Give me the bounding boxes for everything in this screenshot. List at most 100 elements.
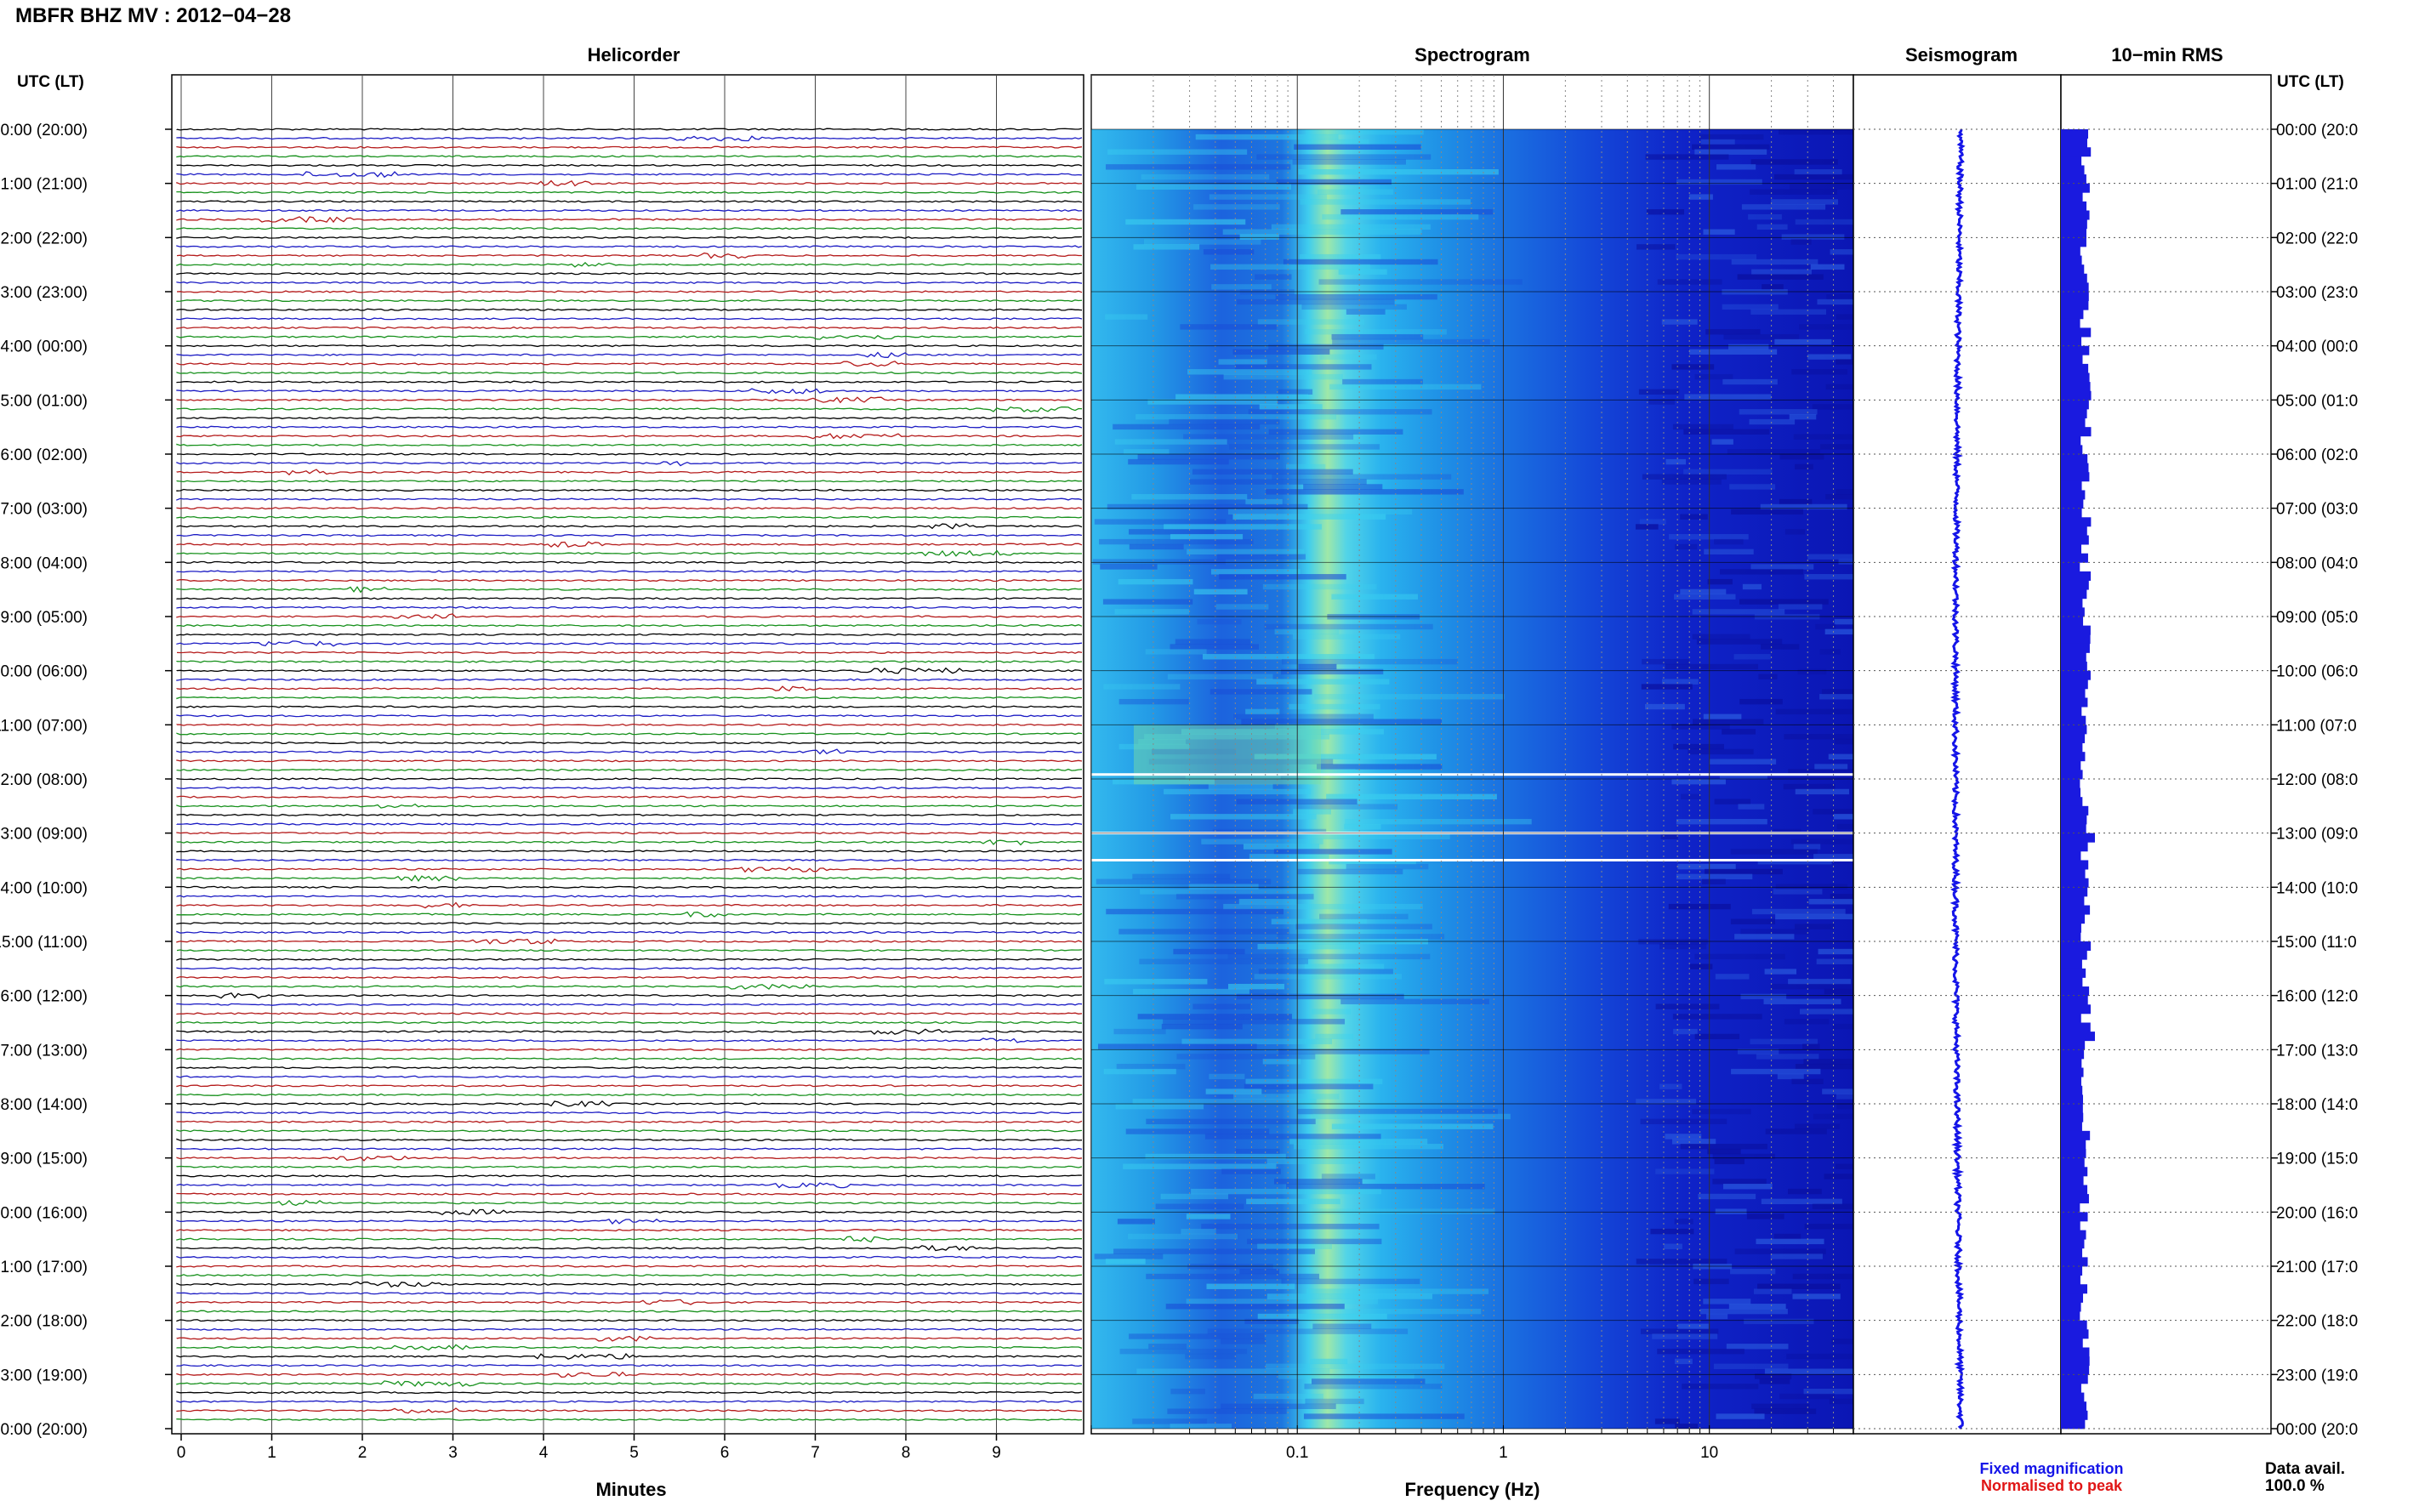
spectrogram-cell: [1181, 729, 1385, 735]
spectrogram-cell: [1753, 1288, 1792, 1294]
helicorder-trace: [176, 1364, 1083, 1367]
spectrogram-cell: [1722, 1184, 1773, 1190]
spectrogram-cell: [1779, 498, 1813, 505]
spectrogram-cell: [1790, 184, 1853, 190]
spectrogram-cell: [1759, 1378, 1790, 1384]
spectrogram-cell: [1824, 988, 1853, 995]
spectrogram-cell: [1102, 599, 1193, 605]
time-label-right: 16:00 (12:0: [2276, 988, 2358, 1006]
spectrogram-cell: [1331, 594, 1418, 600]
spectrogram-cell: [1332, 338, 1490, 345]
time-label-left: 01:00 (21:00): [0, 176, 88, 194]
helicorder-trace: [176, 406, 1083, 412]
spectrogram-cell: [1673, 743, 1724, 750]
helicorder-trace: [176, 507, 1083, 510]
spectrogram-cell: [1163, 1019, 1346, 1025]
helicorder-trace: [176, 1129, 1083, 1133]
spectrogram-cell: [1803, 1388, 1853, 1395]
helicorder-trace: [176, 523, 1083, 530]
helicorder-trace: [176, 867, 1083, 873]
rms-bar: [2061, 1374, 2088, 1384]
spectrogram-cell: [1762, 284, 1784, 290]
helicorder-trace: [176, 1310, 1083, 1313]
spectrogram-cell: [1286, 1184, 1485, 1190]
spectrogram-cell: [1750, 189, 1837, 195]
helicorder-trace: [176, 1075, 1083, 1078]
helicorder-trace: [176, 813, 1083, 816]
rms-bar: [2061, 480, 2082, 491]
spectrogram-cell: [1644, 703, 1685, 710]
spectrogram-cell: [1730, 1268, 1776, 1275]
spectrogram-cell: [1273, 849, 1392, 855]
spectrogram-cell: [1640, 1118, 1727, 1125]
rms-bar: [2061, 282, 2089, 293]
spectrogram-cell: [1680, 793, 1701, 800]
spectrogram-cell: [1183, 434, 1354, 440]
rms-bar: [2061, 1275, 2080, 1285]
spectrogram-cell: [1672, 1014, 1762, 1020]
helicorder-trace: [176, 245, 1083, 248]
helicorder-trace: [176, 298, 1083, 303]
helicorder-trace: [176, 911, 1083, 918]
helicorder-trace: [176, 1037, 1082, 1043]
time-label-left: 23:00 (19:00): [0, 1367, 88, 1384]
spectrogram-cell: [1740, 993, 1787, 1000]
spectrogram-cell: [1707, 1148, 1741, 1155]
data-avail-value: 100.0 %: [2265, 1477, 2325, 1495]
spectrogram-cell: [1704, 549, 1754, 555]
spectrogram-cell: [1133, 988, 1249, 995]
spectrogram-cell: [1792, 1273, 1853, 1280]
rms-bar: [2061, 327, 2092, 338]
rms-bar: [2061, 598, 2083, 608]
rms-bar: [2061, 255, 2082, 265]
spectrogram-cell: [1119, 1348, 1248, 1355]
rms-bar: [2061, 617, 2084, 627]
spectrogram-cell: [1642, 474, 1727, 480]
time-label-left: 19:00 (15:00): [0, 1151, 88, 1168]
helicorder-trace: [176, 1236, 1083, 1243]
spectrogram-cell: [1791, 369, 1847, 375]
helicorder-trace: [176, 1352, 1083, 1360]
helicorder-trace: [176, 1390, 1083, 1395]
spectrogram-cell: [1714, 1158, 1745, 1165]
rms-bar: [2061, 165, 2085, 175]
spectrogram-cell: [1301, 304, 1407, 310]
time-label-left: 00:00 (20:00): [0, 122, 88, 139]
spectrogram-cell: [1797, 668, 1827, 675]
spectrogram-cell: [1296, 868, 1403, 875]
spectrogram-cell: [1281, 658, 1458, 665]
spectrogram-cell: [1804, 574, 1853, 580]
spectrogram-cell: [1300, 199, 1471, 205]
spectrogram-cell: [1829, 1398, 1853, 1405]
spectrogram-cell: [1742, 583, 1762, 590]
spectrogram-cell: [1684, 394, 1772, 400]
rms-bar: [2061, 1230, 2086, 1240]
spectrogram-cell: [1131, 494, 1248, 500]
rms-bar: [2061, 652, 2086, 662]
spectrogram-cell: [1208, 783, 1273, 790]
spectrogram-cell: [1807, 354, 1852, 360]
spectrogram-cell: [1309, 833, 1450, 840]
rms-bar: [2061, 1175, 2084, 1185]
spectrogram-cell: [1170, 644, 1259, 650]
spectrogram-cell: [1808, 899, 1853, 905]
rms-bar: [2061, 1401, 2087, 1412]
spectrogram-cell: [1118, 698, 1189, 705]
helicorder-trace: [176, 163, 1083, 167]
right-ylabel: UTC (LT): [2277, 73, 2344, 91]
helicorder-trace: [176, 958, 1083, 961]
spectrogram-cell: [1272, 474, 1452, 480]
spectrogram-cell: [1713, 1363, 1789, 1369]
spectrogram-cell: [1318, 279, 1523, 285]
spectrogram-cell: [1788, 769, 1853, 775]
helicorder-trace: [176, 1199, 1083, 1207]
spectrogram-cell: [1838, 559, 1853, 565]
rms-bar: [2061, 850, 2081, 861]
spectrogram-cell: [1316, 764, 1443, 770]
spectrogram-cell: [1202, 654, 1375, 660]
helicorder-trace: [176, 1003, 1083, 1006]
helicorder-trace: [176, 334, 1083, 340]
helicorder-trace: [176, 1255, 1083, 1259]
rms-panel: [2060, 74, 2272, 1435]
spectrogram-cell: [1794, 169, 1842, 175]
